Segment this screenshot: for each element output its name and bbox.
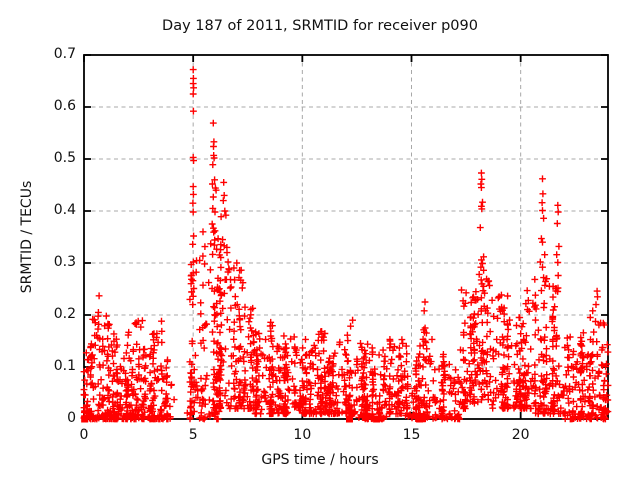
x-tick-label: 15 <box>402 427 421 443</box>
y-tick-label: 0.3 <box>53 254 76 270</box>
y-tick-label: 0.4 <box>53 202 76 218</box>
x-tick-label: 20 <box>511 427 530 443</box>
y-tick-label: 0.6 <box>53 98 76 114</box>
x-tick-label: 0 <box>79 427 89 443</box>
grid-layer <box>84 55 608 419</box>
y-tick-label: 0.7 <box>53 46 76 62</box>
plot-border <box>83 54 609 420</box>
y-tick-label: 0.2 <box>53 306 76 322</box>
points-layer <box>80 66 612 423</box>
zero-square-marker <box>81 415 89 423</box>
y-tick-label: 0.5 <box>53 150 76 166</box>
zero-square-marker <box>345 415 353 423</box>
x-tick-label: 5 <box>188 427 198 443</box>
zero-square-marker <box>373 415 381 423</box>
ticks-layer <box>83 54 608 420</box>
x-axis-label: GPS time / hours <box>261 452 379 468</box>
y-tick-label: 0.1 <box>53 358 76 374</box>
chart-title: Day 187 of 2011, SRMTID for receiver p09… <box>162 18 478 34</box>
zero-square-marker <box>416 415 424 423</box>
x-tick-label: 10 <box>293 427 312 443</box>
y-tick-label: 0 <box>67 410 76 426</box>
